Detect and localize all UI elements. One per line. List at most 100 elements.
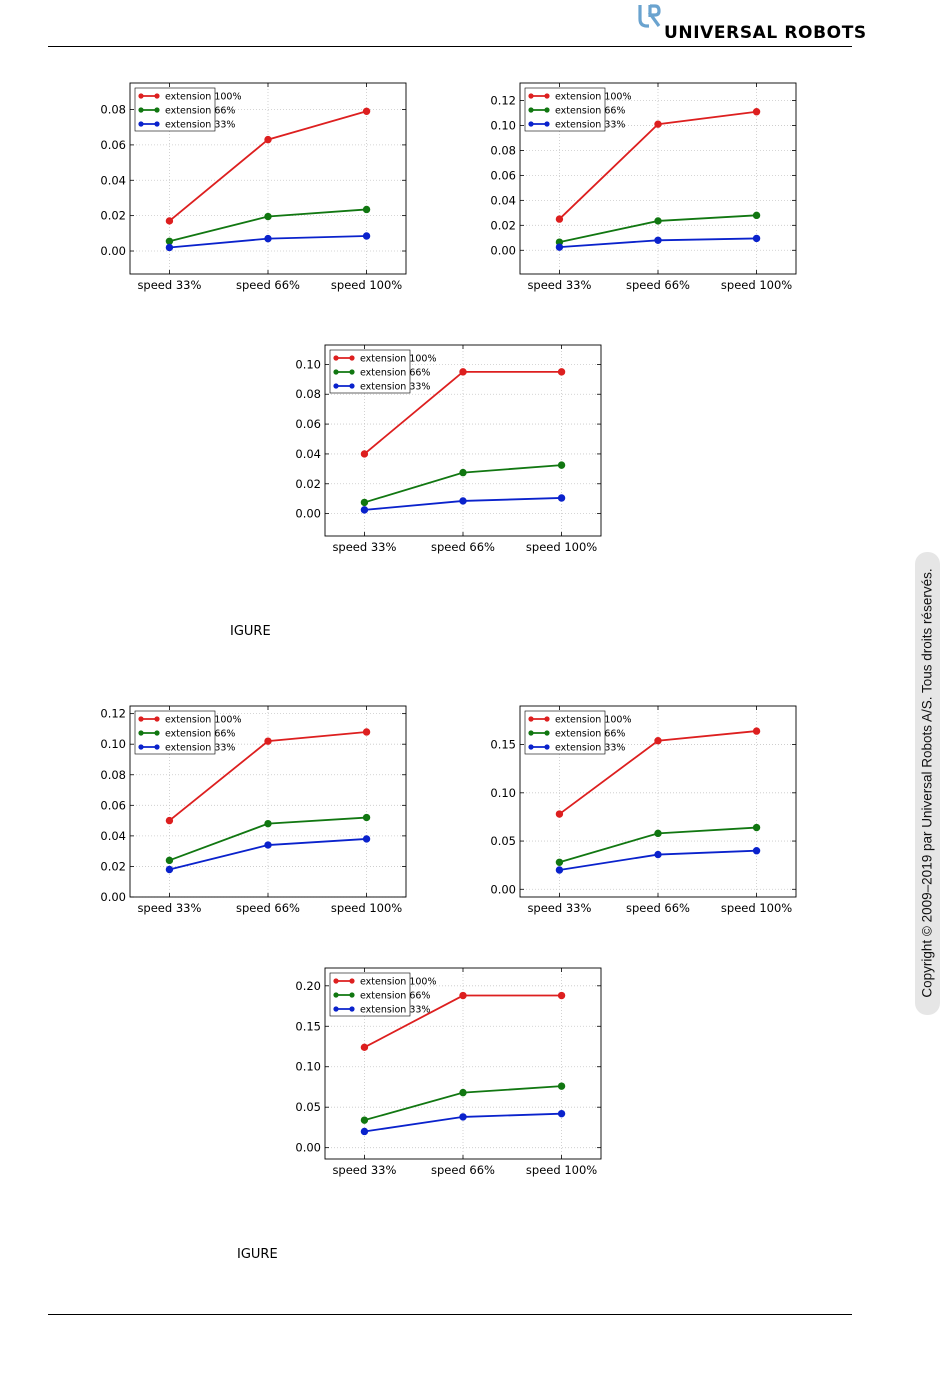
data-point xyxy=(362,835,371,843)
chart-legend: extension 100% extension 66% extension 33% xyxy=(524,87,632,132)
legend-marker xyxy=(528,744,534,750)
data-point xyxy=(752,823,761,832)
data-point xyxy=(165,865,174,874)
plot-frame xyxy=(129,82,407,275)
data-point xyxy=(165,237,174,245)
y-tick-label: 0.04 xyxy=(490,193,516,207)
chart-6: 0.00 0.05 0.10 0.15 0.20 speed 33% speed 66% sp… xyxy=(275,961,602,1191)
data-point xyxy=(165,217,174,225)
plot-frame xyxy=(519,705,797,898)
y-tick-label: 0.06 xyxy=(100,798,126,812)
chart-2-plot: 0.00 0.02 0.04 0.06 0.08 0.10 0.12 speed 33% spe… xyxy=(490,82,797,292)
x-tick-label: speed 66% xyxy=(236,278,300,292)
legend-label: extension 33% xyxy=(360,382,430,393)
data-point xyxy=(555,243,564,251)
header-rule xyxy=(48,46,852,47)
legend-marker xyxy=(544,93,550,99)
chart-1: 0.00 0.02 0.04 0.06 0.08 speed 33% speed 66% sp… xyxy=(80,76,407,306)
x-tick-label: speed 66% xyxy=(431,1163,495,1177)
data-point xyxy=(752,846,761,855)
legend-marker xyxy=(528,716,534,722)
x-tick-label: speed 33% xyxy=(332,540,396,554)
legend-marker xyxy=(528,730,534,736)
y-tick-label: 0.06 xyxy=(490,168,516,182)
data-point xyxy=(557,1082,566,1090)
data-point xyxy=(264,212,272,221)
y-tick-label: 0.06 xyxy=(100,138,126,152)
legend-label: extension 33% xyxy=(555,120,625,131)
y-tick-label: 0.00 xyxy=(295,507,321,521)
legend-marker xyxy=(154,744,160,750)
legend-label: extension 100% xyxy=(360,977,437,988)
legend-label: extension 66% xyxy=(360,991,430,1002)
legend-marker xyxy=(138,744,144,750)
y-tick-label: 0.15 xyxy=(490,738,516,752)
legend-marker xyxy=(138,93,144,99)
x-tick-label: speed 66% xyxy=(626,901,690,915)
legend-label: extension 100% xyxy=(360,354,437,365)
legend-marker xyxy=(333,992,339,998)
legend-label: extension 100% xyxy=(165,715,242,726)
x-tick-label: speed 100% xyxy=(331,278,402,292)
legend-marker xyxy=(154,730,160,736)
y-tick-label: 0.05 xyxy=(490,834,516,848)
y-tick-label: 0.02 xyxy=(490,218,516,232)
x-tick-label: speed 100% xyxy=(526,540,597,554)
data-point xyxy=(459,468,467,477)
legend-marker xyxy=(349,369,355,375)
data-point xyxy=(360,450,369,458)
chart-legend: extension 100% extension 66% extension 33% xyxy=(134,87,242,132)
footer-rule xyxy=(48,1314,852,1315)
data-point xyxy=(654,236,662,244)
x-tick-label: speed 33% xyxy=(137,278,201,292)
x-tick-label: speed 66% xyxy=(626,278,690,292)
y-tick-label: 0.02 xyxy=(295,477,321,491)
chart-4-plot: 0.00 0.02 0.04 0.06 0.08 0.10 0.12 speed 33% spe… xyxy=(100,705,407,915)
legend-marker xyxy=(349,355,355,361)
legend-marker xyxy=(349,992,355,998)
plot-frame xyxy=(324,967,602,1160)
figure-caption-1: IGURE xyxy=(230,624,271,639)
y-tick-label: 0.12 xyxy=(490,93,516,107)
y-tick-label: 0.08 xyxy=(295,387,321,401)
data-point xyxy=(360,1043,369,1052)
data-point xyxy=(555,866,564,874)
legend-marker xyxy=(544,121,550,127)
y-tick-label: 0.08 xyxy=(100,103,126,117)
x-tick-label: speed 66% xyxy=(236,901,300,915)
legend-marker xyxy=(544,744,550,750)
y-tick-label: 0.00 xyxy=(100,890,126,904)
legend-label: extension 66% xyxy=(165,729,235,740)
data-point xyxy=(264,819,272,828)
data-point xyxy=(362,813,371,822)
legend-marker xyxy=(333,355,339,361)
legend-marker xyxy=(154,93,160,99)
chart-legend: extension 100% extension 66% extension 33% xyxy=(329,349,437,394)
x-tick-label: speed 66% xyxy=(431,540,495,554)
data-point xyxy=(557,494,566,502)
data-point xyxy=(459,368,467,376)
data-point xyxy=(555,810,564,818)
legend-marker xyxy=(138,716,144,722)
x-tick-label: speed 33% xyxy=(332,1163,396,1177)
legend-marker xyxy=(333,369,339,375)
legend-label: extension 66% xyxy=(165,106,235,117)
data-point xyxy=(752,727,761,735)
legend-marker xyxy=(154,121,160,127)
data-point xyxy=(264,737,272,745)
y-tick-label: 0.08 xyxy=(490,143,516,157)
data-point xyxy=(459,1088,467,1097)
data-point xyxy=(362,205,371,214)
y-tick-label: 0.10 xyxy=(490,786,516,800)
y-tick-label: 0.20 xyxy=(295,979,321,993)
data-point xyxy=(360,498,369,507)
legend-marker xyxy=(154,716,160,722)
chart-4: 0.00 0.02 0.04 0.06 0.08 0.10 0.12 speed 33% spe… xyxy=(80,699,407,929)
legend-label: extension 66% xyxy=(555,106,625,117)
data-point xyxy=(654,737,662,745)
x-tick-label: speed 100% xyxy=(721,901,792,915)
chart-3: 0.00 0.02 0.04 0.06 0.08 0.10 speed 33% speed 6… xyxy=(275,338,602,568)
data-point xyxy=(165,856,174,865)
data-point xyxy=(654,120,662,128)
chart-legend: extension 100% extension 66% extension 33% xyxy=(524,710,632,755)
